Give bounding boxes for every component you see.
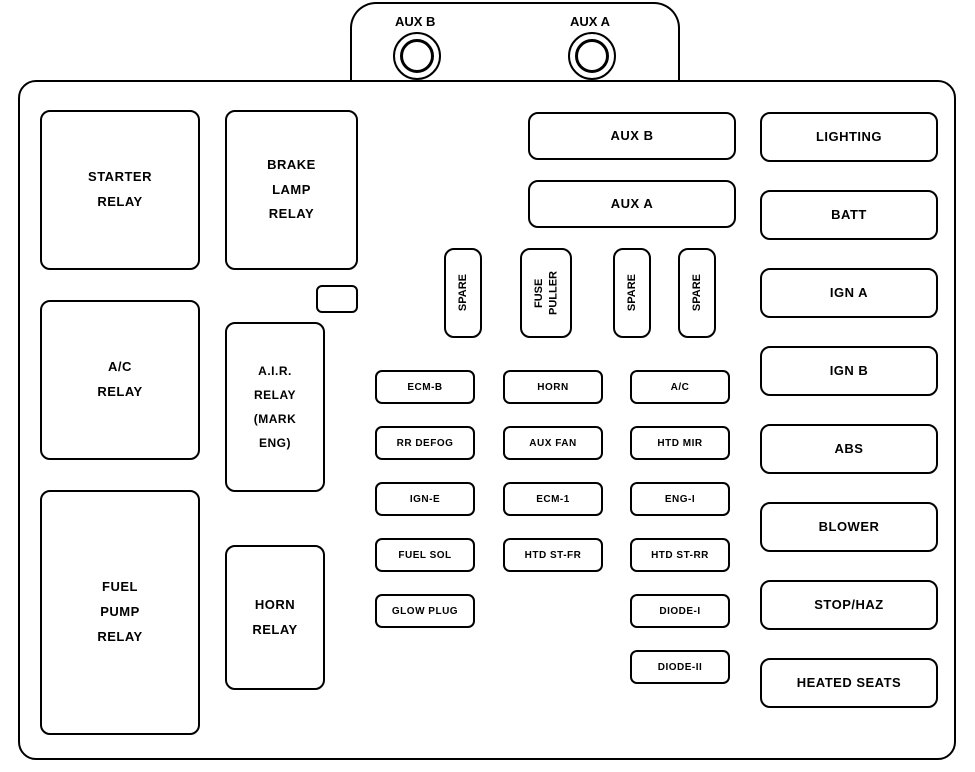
- fuse-stop-haz: STOP/HAZ: [760, 580, 938, 630]
- fuse-ecm-1: ECM-1: [503, 482, 603, 516]
- fuse-glow-plug: GLOW PLUG: [375, 594, 475, 628]
- aux-b-slot-label: AUX B: [611, 124, 654, 149]
- ac-relay: A/C RELAY: [40, 300, 200, 460]
- fuse-ecm-b: ECM-B: [375, 370, 475, 404]
- fuse-blower: BLOWER: [760, 502, 938, 552]
- fuse-ign-e-label: IGN-E: [410, 490, 440, 509]
- fuse-htd-st-fr: HTD ST-FR: [503, 538, 603, 572]
- fuse-eng-i-label: ENG-I: [665, 490, 695, 509]
- aux-a-slot-label: AUX A: [611, 192, 653, 217]
- fuse-ign-b: IGN B: [760, 346, 938, 396]
- fuse-eng-i: ENG-I: [630, 482, 730, 516]
- fuse-diode-ii-label: DIODE-II: [658, 658, 703, 677]
- fuse-puller-label: FUSE PULLER: [532, 271, 561, 315]
- aux-a-slot: AUX A: [528, 180, 736, 228]
- starter-relay: STARTER RELAY: [40, 110, 200, 270]
- fuse-abs: ABS: [760, 424, 938, 474]
- spare-1: SPARE: [444, 248, 482, 338]
- blank-small: [316, 285, 358, 313]
- fuse-rr-defog: RR DEFOG: [375, 426, 475, 460]
- fuse-aux-fan-label: AUX FAN: [529, 434, 576, 453]
- spare-3: SPARE: [678, 248, 716, 338]
- fuse-horn-label: HORN: [537, 378, 568, 397]
- fuse-htd-st-rr-label: HTD ST-RR: [651, 546, 709, 565]
- fuse-glow-plug-label: GLOW PLUG: [392, 602, 458, 621]
- fuse-box-diagram: AUX B AUX A STARTER RELAY A/C RELAY FUEL…: [0, 0, 975, 772]
- fuse-batt: BATT: [760, 190, 938, 240]
- fuse-batt-label: BATT: [831, 203, 867, 228]
- fuse-heated-seats: HEATED SEATS: [760, 658, 938, 708]
- air-relay: A.I.R. RELAY (MARK ENG): [225, 322, 325, 492]
- fuse-htd-mir-label: HTD MIR: [657, 434, 702, 453]
- horn-relay-label: HORN RELAY: [252, 593, 297, 642]
- fuel-pump-relay: FUEL PUMP RELAY: [40, 490, 200, 735]
- fuel-pump-relay-label: FUEL PUMP RELAY: [97, 575, 142, 649]
- aux-a-stud-inner: [575, 39, 609, 73]
- aux-b-stud-label: AUX B: [395, 14, 435, 29]
- fuse-fuel-sol: FUEL SOL: [375, 538, 475, 572]
- fuse-ac-label: A/C: [671, 378, 690, 397]
- fuse-htd-st-rr: HTD ST-RR: [630, 538, 730, 572]
- horn-relay: HORN RELAY: [225, 545, 325, 690]
- fuse-ecm-b-label: ECM-B: [407, 378, 442, 397]
- air-relay-label: A.I.R. RELAY (MARK ENG): [254, 359, 297, 455]
- fuse-ign-a-label: IGN A: [830, 281, 868, 306]
- fuse-abs-label: ABS: [835, 437, 864, 462]
- fuse-ign-b-label: IGN B: [830, 359, 869, 384]
- fuse-aux-fan: AUX FAN: [503, 426, 603, 460]
- spare-3-label: SPARE: [690, 274, 704, 311]
- fuse-horn: HORN: [503, 370, 603, 404]
- fuse-stop-haz-label: STOP/HAZ: [814, 593, 884, 618]
- spare-2-label: SPARE: [625, 274, 639, 311]
- aux-b-slot: AUX B: [528, 112, 736, 160]
- fuse-ign-a: IGN A: [760, 268, 938, 318]
- spare-1-label: SPARE: [456, 274, 470, 311]
- fuse-ecm-1-label: ECM-1: [536, 490, 570, 509]
- fuse-lighting-label: LIGHTING: [816, 125, 882, 150]
- fuse-rr-defog-label: RR DEFOG: [397, 434, 454, 453]
- starter-relay-label: STARTER RELAY: [88, 165, 152, 214]
- fuse-ign-e: IGN-E: [375, 482, 475, 516]
- fuse-diode-i: DIODE-I: [630, 594, 730, 628]
- fuse-blower-label: BLOWER: [819, 515, 880, 540]
- fuse-htd-mir: HTD MIR: [630, 426, 730, 460]
- spare-2: SPARE: [613, 248, 651, 338]
- fuse-diode-ii: DIODE-II: [630, 650, 730, 684]
- fuse-htd-st-fr-label: HTD ST-FR: [525, 546, 582, 565]
- fuse-puller: FUSE PULLER: [520, 248, 572, 338]
- ac-relay-label: A/C RELAY: [97, 355, 142, 404]
- fuse-heated-seats-label: HEATED SEATS: [797, 671, 901, 696]
- brake-lamp-relay: BRAKE LAMP RELAY: [225, 110, 358, 270]
- brake-lamp-relay-label: BRAKE LAMP RELAY: [267, 153, 316, 227]
- fuse-fuel-sol-label: FUEL SOL: [398, 546, 451, 565]
- fuse-diode-i-label: DIODE-I: [659, 602, 700, 621]
- fuse-ac: A/C: [630, 370, 730, 404]
- aux-b-stud-inner: [400, 39, 434, 73]
- fuse-lighting: LIGHTING: [760, 112, 938, 162]
- aux-a-stud-label: AUX A: [570, 14, 610, 29]
